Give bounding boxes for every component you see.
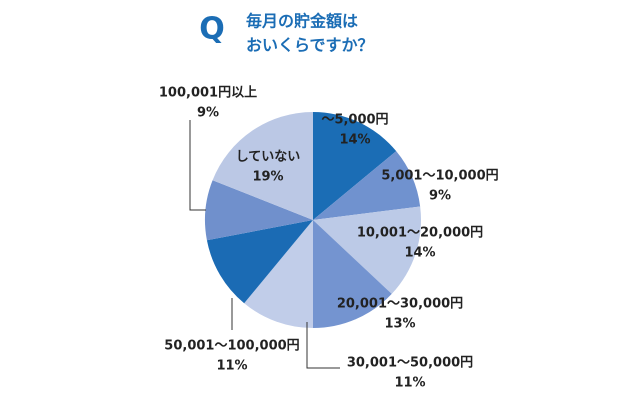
chart-title: 毎月の貯金額は (246, 12, 358, 31)
value-label: 9% (429, 189, 451, 204)
value-label: 11% (216, 359, 247, 374)
pie-slice (212, 111, 313, 220)
q-marker: Q (199, 12, 225, 47)
value-label: 14% (404, 246, 435, 261)
pie-slice (313, 220, 392, 328)
category-label: していない (236, 150, 301, 165)
category-label: 30,001〜50,000円 (347, 356, 473, 371)
category-label: 5,001〜10,000円 (381, 169, 498, 184)
value-label: 13% (384, 317, 415, 332)
pie-slice (206, 220, 313, 304)
value-label: 14% (339, 133, 370, 148)
category-label: 10,001〜20,000円 (357, 226, 483, 241)
pie (205, 111, 421, 328)
pie-slice (313, 112, 397, 220)
category-label: 20,001〜30,000円 (337, 297, 463, 312)
leader-line (306, 322, 340, 369)
chart-title: おいくらですか？ (246, 36, 374, 55)
labels: 〜5,000円 14% 5,001〜10,000円 9% 10,001〜20,000円 1… (159, 86, 499, 391)
value-label: 9% (197, 106, 219, 121)
pie-slice (205, 180, 313, 241)
category-label: 50,001〜100,000円 (164, 339, 299, 354)
pie-slice (313, 206, 421, 294)
pie-slice (244, 220, 313, 328)
leader-line (189, 120, 206, 211)
value-label: 11% (394, 376, 425, 391)
category-label: 100,001円以上 (159, 86, 257, 101)
pie-slice (313, 151, 421, 220)
value-label: 19% (252, 170, 283, 185)
leader-lines (189, 120, 340, 369)
category-label: 〜5,000円 (321, 113, 388, 128)
